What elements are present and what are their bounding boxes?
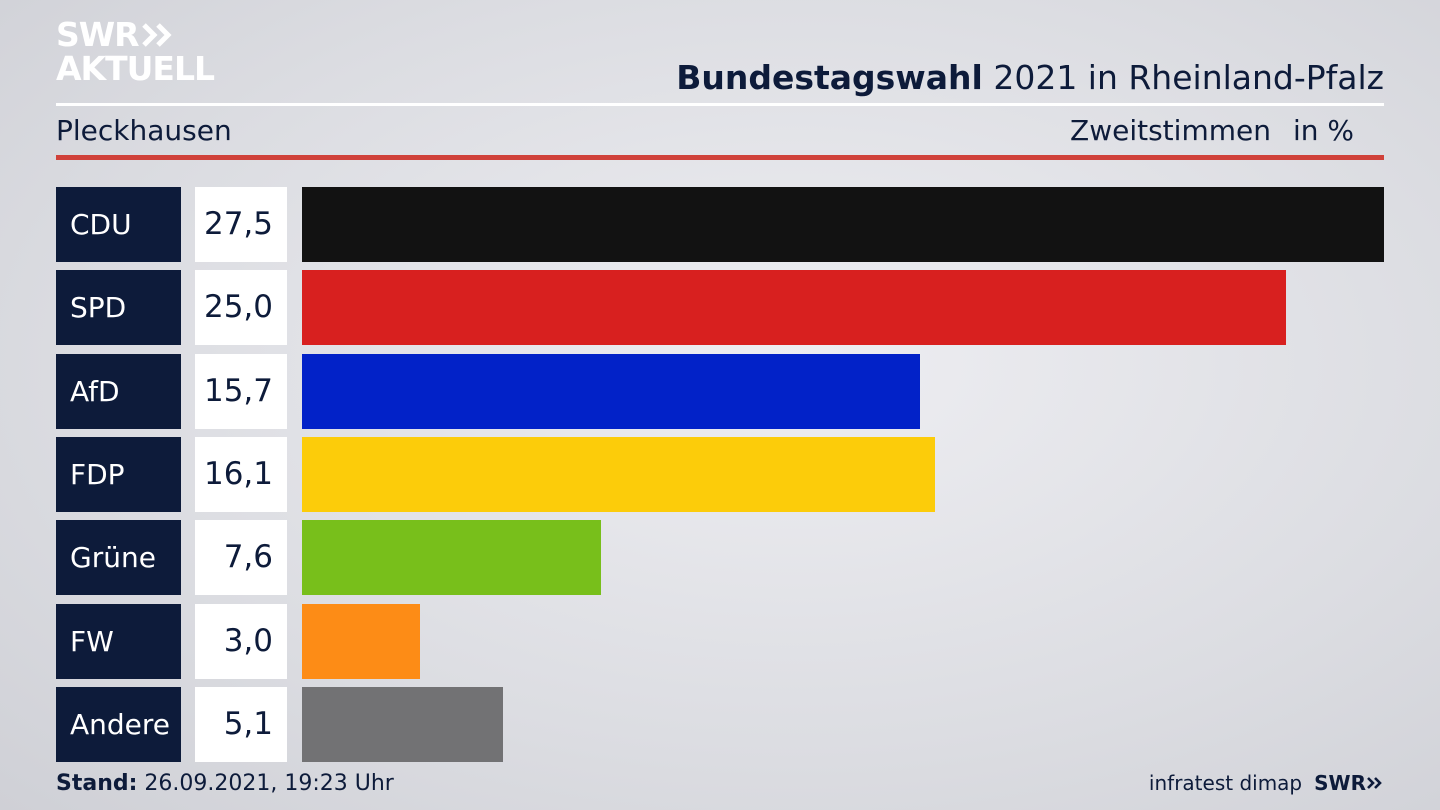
logo-line2: AKTUELL [56,49,215,88]
value-label: 3,0 [195,603,287,679]
title-bold: Bundestagswahl [676,58,983,97]
party-label: Grüne [56,520,181,596]
accent-divider [56,155,1384,160]
party-label: AfD [56,353,181,429]
bar [302,520,601,596]
bar [302,270,1286,346]
brand-mark: SWR [1314,771,1384,795]
title-rest: 2021 in Rheinland-Pfalz [982,58,1384,97]
logo-line1: SWR [56,15,140,54]
unit-text: in % [1292,114,1354,147]
value-label: 27,5 [195,187,287,262]
bar [302,353,920,429]
value-label: 16,1 [195,436,287,512]
stand-value: 26.09.2021, 19:23 Uhr [137,771,394,796]
chart-title: Bundestagswahl 2021 in Rheinland-Pfalz [676,58,1384,97]
double-chevron-icon [141,23,172,47]
brand-text: SWR [1314,771,1366,795]
timestamp: Stand: 26.09.2021, 19:23 Uhr [56,771,394,796]
swr-aktuell-logo: SWR AKTUELL [56,15,215,88]
party-label: CDU [56,187,181,262]
measure-label: Zweitstimmen in % [1070,114,1354,147]
bar [302,187,1384,262]
party-label: SPD [56,270,181,346]
stand-label: Stand: [56,771,138,796]
value-label: 5,1 [195,686,287,762]
header-divider [56,103,1384,106]
value-label: 7,6 [195,520,287,596]
value-label: 15,7 [195,353,287,429]
bar [302,436,935,512]
party-label: FDP [56,436,181,512]
bar [302,603,420,679]
party-label: Andere [56,686,181,762]
bar [302,686,503,762]
place-name: Pleckhausen [56,114,232,147]
double-chevron-icon [1367,777,1382,789]
source-credit: infratest dimap SWR [1149,771,1384,795]
party-label: FW [56,603,181,679]
measure-text: Zweitstimmen [1070,114,1271,147]
value-label: 25,0 [195,270,287,346]
source-text: infratest dimap [1148,771,1303,795]
